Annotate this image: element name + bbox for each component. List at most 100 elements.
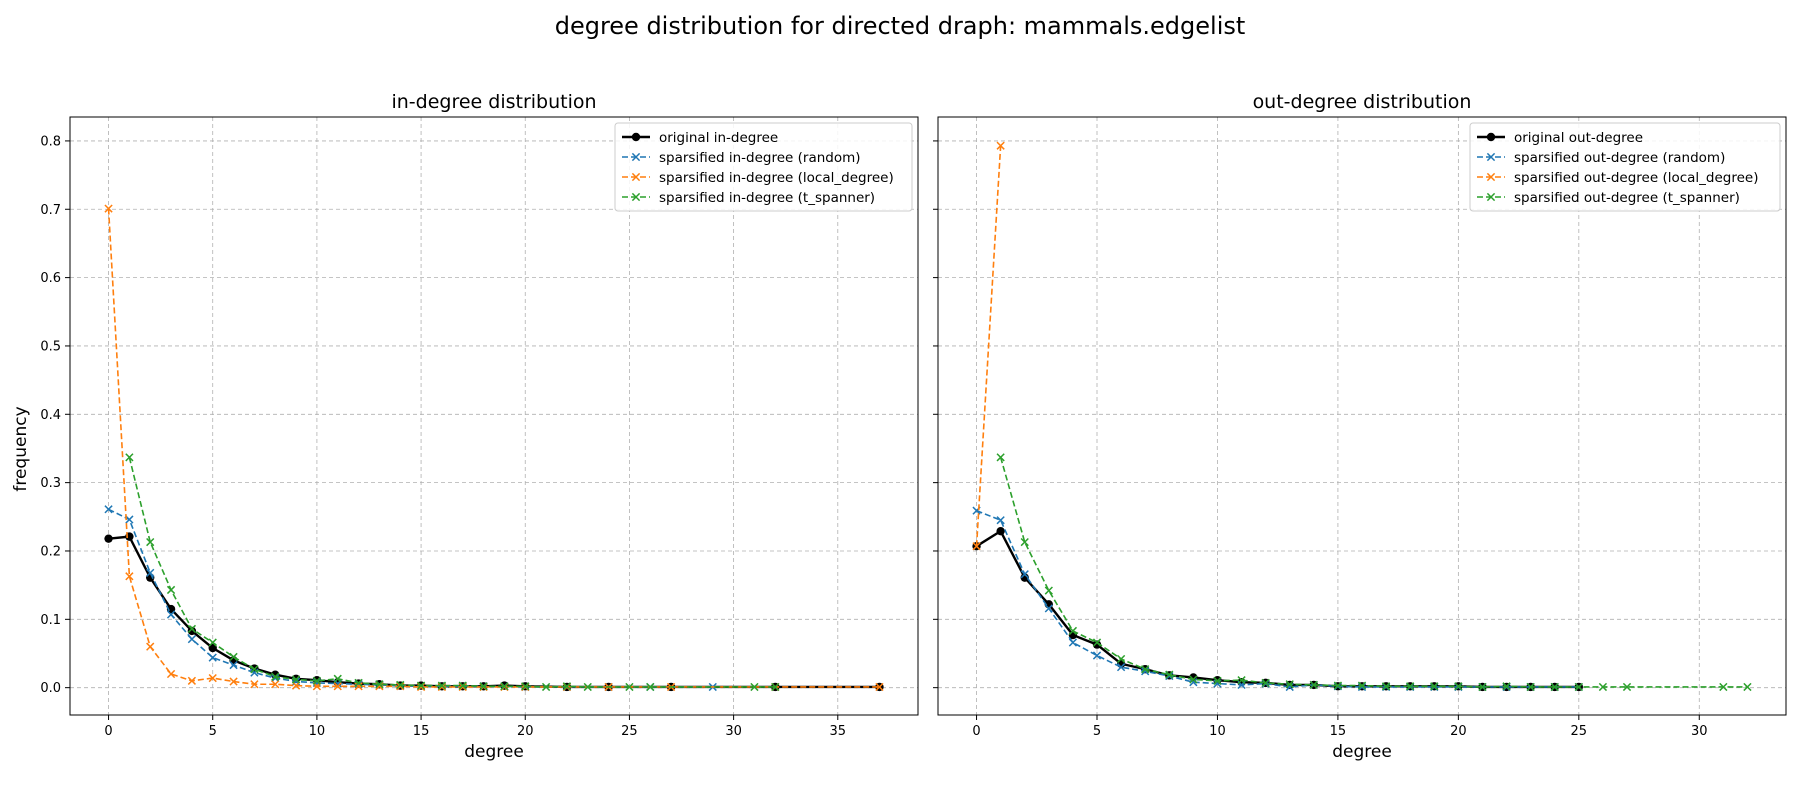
data-point (1454, 682, 1463, 691)
series-line (108, 535, 880, 689)
data-point (1020, 570, 1029, 579)
data-point (187, 624, 197, 634)
data-point (1092, 640, 1102, 649)
data-point (1406, 682, 1415, 691)
axes-frame (937, 116, 1787, 716)
y-tick-label: 0.1 (40, 613, 61, 628)
data-point (1068, 638, 1078, 647)
x-tick-label: 25 (1571, 724, 1588, 739)
data-point (1719, 682, 1728, 692)
data-point (312, 676, 322, 685)
data-point (972, 542, 981, 551)
out-degree-panel: 0 5 10 15 20 25 30 out-degree distribution degre… (933, 91, 1787, 762)
data-point (996, 453, 1005, 462)
legend-label: sparsified out-degree (t_spanner) (1514, 190, 1740, 206)
legend-marker (631, 132, 641, 142)
data-point (271, 673, 280, 683)
data-point (146, 568, 155, 577)
suptitle: degree distribution for directed draph: … (555, 12, 1246, 40)
data-point (1044, 586, 1053, 595)
data-point (1092, 638, 1102, 647)
data-point (416, 682, 426, 692)
x-tick-label: 10 (1209, 724, 1226, 739)
x-tick-label: 0 (972, 724, 980, 739)
data-point (1141, 667, 1150, 676)
y-tick-label: 0.4 (40, 408, 61, 423)
data-point (396, 680, 405, 690)
data-point (1068, 626, 1078, 636)
legend-box (1469, 122, 1781, 212)
series-t_spanner (125, 453, 780, 692)
y-tick-label: 0.5 (40, 339, 61, 354)
series-random (104, 505, 717, 692)
panel-title: in-degree distribution (391, 91, 596, 113)
series-local_degree (972, 141, 1005, 551)
x-axis-label: degree (1332, 742, 1392, 762)
y-axis-label: frequency (11, 406, 31, 491)
data-point (458, 681, 467, 690)
data-point (1357, 682, 1367, 692)
x-tick-label: 15 (1330, 724, 1347, 739)
data-point (1141, 665, 1150, 674)
data-point (166, 585, 176, 595)
data-point (996, 141, 1005, 150)
data-point (146, 537, 155, 547)
x-tick-label: 20 (1450, 724, 1467, 739)
data-point (1526, 682, 1535, 692)
data-point (1381, 682, 1391, 691)
legend: original in-degree sparsified in-degree (… (614, 122, 913, 212)
data-point (875, 682, 884, 692)
data-point (229, 660, 238, 670)
data-point (437, 681, 447, 690)
data-point (437, 682, 447, 692)
y-tick-label: 0.7 (40, 203, 61, 218)
x-tick-label: 30 (1691, 724, 1708, 739)
series-t_spanner (996, 453, 1752, 692)
data-point (271, 672, 280, 681)
data-point (1116, 663, 1126, 672)
data-point (104, 534, 113, 543)
data-point (271, 680, 280, 689)
data-point (354, 682, 363, 691)
data-point (146, 642, 155, 651)
series-random (972, 506, 1583, 692)
data-point (1189, 675, 1198, 684)
legend: original out-degree sparsified out-degree… (1469, 122, 1781, 212)
data-point (291, 675, 301, 684)
series-original (104, 532, 884, 692)
data-point (625, 682, 634, 692)
series-line (999, 457, 1748, 688)
data-point (1165, 670, 1174, 679)
data-point (750, 682, 759, 692)
series-line (975, 529, 1579, 689)
data-point (458, 682, 467, 692)
data-point (187, 626, 197, 636)
x-tick-label: 30 (725, 724, 742, 739)
data-point (104, 204, 113, 213)
data-point (104, 505, 113, 514)
x-tick-label: 5 (209, 724, 217, 739)
series-line (108, 508, 713, 688)
data-point (479, 682, 488, 691)
data-point (229, 652, 238, 662)
y-tick-label: 0.8 (40, 134, 61, 149)
data-point (1116, 654, 1126, 664)
data-point (208, 673, 217, 683)
y-tick-label: 0.6 (40, 271, 61, 286)
x-tick-label: 5 (1093, 724, 1101, 739)
series-line (976, 509, 1579, 688)
data-point (1309, 680, 1318, 690)
data-point (166, 610, 176, 619)
data-point (333, 674, 342, 683)
y-tick-label: 0.0 (40, 681, 61, 696)
data-point (416, 681, 426, 690)
data-point (1622, 682, 1632, 692)
x-tick-label: 0 (104, 724, 112, 739)
x-tick-label: 25 (621, 724, 638, 739)
legend-label: sparsified in-degree (t_spanner) (659, 190, 875, 206)
data-point (250, 668, 259, 677)
panel-title: out-degree distribution (1253, 91, 1472, 113)
series-local_degree (104, 204, 884, 692)
in-degree-panel: 0 5 10 15 20 25 30 35 0.0 0.1 0.2 0.3 0.4 0.5 0.6 0.7 0.… (40, 91, 919, 762)
